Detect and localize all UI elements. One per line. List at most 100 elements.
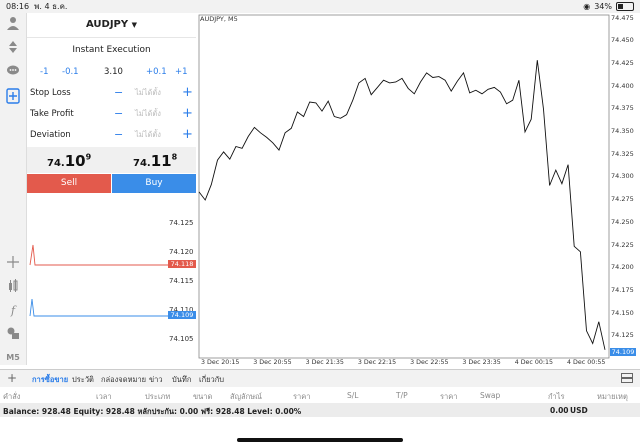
tab-trade[interactable]: การซื้อขาย <box>32 375 69 384</box>
buy-price-prefix: 74. <box>133 158 151 169</box>
column-header: ประเภท <box>145 392 171 401</box>
volume-value[interactable]: 3.10 <box>104 67 123 77</box>
column-header: กำไร <box>548 392 565 401</box>
y-tick-label: 74.450 <box>611 36 634 45</box>
sell-price-sup: 9 <box>85 152 92 162</box>
tick-price-label: 74.115 <box>169 277 194 285</box>
status-time: 08:16 <box>6 2 30 11</box>
sell-button[interactable]: Sell <box>27 174 111 193</box>
tab-history[interactable]: ประวัติ <box>72 375 94 384</box>
y-tick-label: 74.400 <box>611 81 634 90</box>
status-date: พ. 4 ธ.ค. <box>34 2 68 11</box>
ios-status-bar: 08:16 พ. 4 ธ.ค. ◉ 34% <box>0 0 640 13</box>
trade-icon[interactable] <box>5 40 21 56</box>
symbol-label: AUDJPY <box>85 19 129 30</box>
column-header: หมายเหตุ <box>597 392 628 401</box>
volume-minus-0-1-button[interactable]: -0.1 <box>62 67 79 77</box>
take-profit-row: Take Profit − ไม่ได้ตั้ง + <box>30 104 196 124</box>
tick-chart-panel: 74.125 74.120 74.115 74.110 74.105 74.11… <box>27 193 196 365</box>
tab-news[interactable]: ข่าว <box>149 375 163 384</box>
buy-price-main: 11 <box>150 152 172 170</box>
y-tick-label: 74.250 <box>611 217 634 226</box>
stop-loss-input[interactable]: ไม่ได้ตั้ง <box>135 88 161 97</box>
deviation-row: Deviation − ไม่ได้ตั้ง + <box>30 125 196 145</box>
chart-title: AUDJPY, M5 <box>200 15 238 23</box>
tab-about[interactable]: เกี่ยวกับ <box>199 375 225 384</box>
stop-loss-label: Stop Loss <box>30 88 71 98</box>
terminal-tab-bar: + การซื้อขาย ประวัติ กล่องจดหมาย ข่าว บั… <box>0 369 640 388</box>
chevron-down-icon: ▼ <box>131 21 138 29</box>
chat-icon[interactable] <box>5 64 21 80</box>
balance-summary: Balance: 928.48 Equity: 928.48 หลักประกั… <box>3 407 302 416</box>
symbol-selector[interactable]: AUDJPY ▼ <box>27 19 196 30</box>
crosshair-icon[interactable] <box>5 255 21 271</box>
x-tick-label: 4 Dec 00:15 <box>514 359 554 366</box>
tick-price-label: 74.105 <box>169 335 194 343</box>
x-tick-label: 3 Dec 20:55 <box>253 359 292 366</box>
sell-price-main: 10 <box>64 152 86 170</box>
current-price-tag: 74.109 <box>610 348 636 356</box>
indicators-icon[interactable] <box>5 279 21 295</box>
left-toolbar: f M5 <box>0 13 27 365</box>
new-order-icon[interactable] <box>5 88 21 104</box>
currency: USD <box>570 406 588 415</box>
column-header: สัญลักษณ์ <box>230 392 263 401</box>
stop-loss-minus-button[interactable]: − <box>114 86 124 99</box>
volume-plus-1-button[interactable]: +1 <box>175 67 188 77</box>
order-panel: AUDJPY ▼ Instant Execution -1 -0.1 3.10 … <box>27 13 196 193</box>
home-indicator <box>237 438 403 442</box>
chart-canvas <box>198 14 610 359</box>
layout-icon[interactable] <box>621 373 633 385</box>
buy-button[interactable]: Buy <box>112 174 196 193</box>
x-tick-label: 3 Dec 23:35 <box>462 359 501 366</box>
deviation-input[interactable]: ไม่ได้ตั้ง <box>135 130 161 139</box>
trade-table-header: คำสั่ง เวลา ประเภท ขนาด สัญลักษณ์ ราคา S… <box>0 387 640 403</box>
y-tick-label: 74.275 <box>611 195 634 204</box>
price-series-line <box>198 60 606 350</box>
x-tick-label: 3 Dec 22:55 <box>410 359 449 366</box>
tick-lines <box>29 244 168 317</box>
account-icon[interactable] <box>5 16 21 32</box>
x-tick-label: 3 Dec 22:15 <box>357 359 397 366</box>
deviation-minus-button[interactable]: − <box>114 128 124 141</box>
battery-icon <box>616 2 634 11</box>
timeframe-button[interactable]: M5 <box>6 353 20 362</box>
bid-price-tag: 74.109 <box>168 311 196 319</box>
sell-price: 74.109 <box>47 151 91 170</box>
deviation-label: Deviation <box>30 130 71 140</box>
objects-icon[interactable] <box>5 326 21 342</box>
ask-price-tag: 74.118 <box>168 260 196 268</box>
y-tick-label: 74.175 <box>611 285 634 294</box>
sell-price-prefix: 74. <box>47 158 65 169</box>
volume-minus-1-button[interactable]: -1 <box>40 67 49 77</box>
price-band: 74.109 74.118 <box>27 147 196 173</box>
execution-type[interactable]: Instant Execution <box>72 45 151 55</box>
y-tick-label: 74.200 <box>611 263 634 272</box>
column-header: T/P <box>396 391 408 400</box>
column-header: คำสั่ง <box>3 392 21 401</box>
column-header: Swap <box>480 391 501 400</box>
column-header: ราคา <box>440 392 458 401</box>
take-profit-plus-button[interactable]: + <box>182 106 193 121</box>
total-profit: 0.00 <box>550 406 569 415</box>
battery-percent: 34% <box>594 2 612 11</box>
volume-plus-0-1-button[interactable]: +0.1 <box>146 67 167 77</box>
wifi-icon: ◉ <box>583 2 591 11</box>
y-tick-label: 74.475 <box>611 13 634 22</box>
y-tick-label: 74.375 <box>611 104 634 113</box>
price-chart[interactable]: AUDJPY, M5 74.475 74.450 74.425 74.400 74.37… <box>197 13 640 366</box>
x-tick-label: 3 Dec 21:35 <box>305 359 344 366</box>
take-profit-input[interactable]: ไม่ได้ตั้ง <box>135 109 161 118</box>
y-tick-label: 74.425 <box>611 58 634 67</box>
deviation-plus-button[interactable]: + <box>182 127 193 142</box>
tab-mailbox[interactable]: กล่องจดหมาย <box>101 375 147 384</box>
take-profit-label: Take Profit <box>30 109 74 119</box>
tab-journal[interactable]: บันทึก <box>172 375 192 384</box>
stop-loss-plus-button[interactable]: + <box>182 85 193 100</box>
x-tick-label: 4 Dec 00:55 <box>567 359 606 366</box>
add-icon[interactable]: + <box>7 371 18 385</box>
column-header: S/L <box>347 391 359 400</box>
function-icon[interactable]: f <box>10 304 16 317</box>
y-tick-label: 74.125 <box>611 331 634 340</box>
take-profit-minus-button[interactable]: − <box>114 107 124 120</box>
